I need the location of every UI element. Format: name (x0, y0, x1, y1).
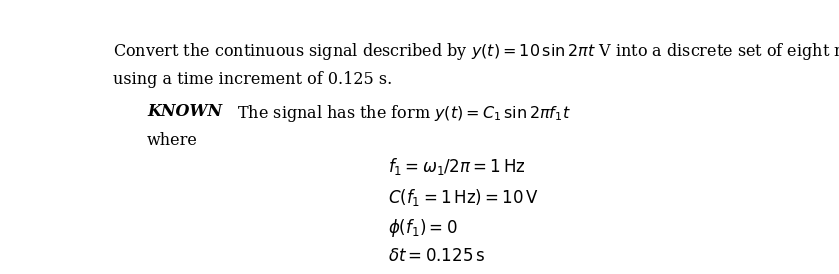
Text: where: where (147, 132, 198, 149)
Text: $C(f_1 = 1\,\mathrm{Hz}) = 10\,\mathrm{V}$: $C(f_1 = 1\,\mathrm{Hz}) = 10\,\mathrm{V… (388, 187, 539, 208)
Text: Convert the continuous signal described by $y(t) = 10\,\sin 2\pi t$ V into a dis: Convert the continuous signal described … (112, 41, 839, 62)
Text: The signal has the form $y(t) = C_1\,\sin 2\pi f_1 t$: The signal has the form $y(t) = C_1\,\si… (221, 102, 571, 124)
Text: KNOWN: KNOWN (147, 102, 222, 119)
Text: $\delta t = 0.125\,\mathrm{s}$: $\delta t = 0.125\,\mathrm{s}$ (388, 248, 485, 265)
Text: using a time increment of 0.125 s.: using a time increment of 0.125 s. (112, 71, 392, 88)
Text: $\phi(f_1) = 0$: $\phi(f_1) = 0$ (388, 218, 457, 239)
Text: $f_1 = \omega_1/2\pi = 1\,\mathrm{Hz}$: $f_1 = \omega_1/2\pi = 1\,\mathrm{Hz}$ (388, 156, 525, 177)
